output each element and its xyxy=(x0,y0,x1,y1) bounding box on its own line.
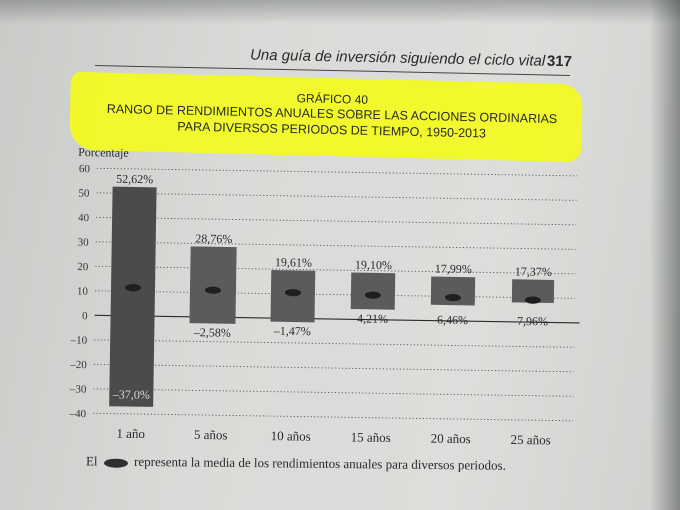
min-value-label: –2,58% xyxy=(193,325,231,340)
y-axis-label: Porcentaje xyxy=(78,145,129,160)
x-tick-label: 5 años xyxy=(194,427,228,443)
gridline xyxy=(94,339,575,348)
gridline xyxy=(93,412,573,422)
y-tick-label: 10 xyxy=(77,286,89,298)
min-value-label: 4,21% xyxy=(357,311,388,325)
min-value-label: –37,0% xyxy=(112,387,150,402)
mean-marker xyxy=(524,296,541,304)
mean-marker xyxy=(204,286,221,294)
y-tick-label: 20 xyxy=(77,261,89,273)
max-value-label: 19,61% xyxy=(275,255,312,270)
max-value-label: 17,37% xyxy=(515,264,552,279)
max-value-label: 28,76% xyxy=(195,231,232,246)
min-value-label: 6,46% xyxy=(437,313,468,327)
gridline xyxy=(96,216,577,226)
x-tick-label: 25 años xyxy=(511,432,551,448)
page-shadow-top xyxy=(0,0,680,24)
gridline xyxy=(96,192,577,201)
gridline xyxy=(95,265,576,275)
caption-prefix: El xyxy=(85,453,98,469)
y-tick-label: 0 xyxy=(82,310,88,322)
max-value-label: 52,62% xyxy=(116,172,153,187)
y-tick-label: 50 xyxy=(78,188,90,200)
y-tick-label: –40 xyxy=(68,408,86,420)
min-value-label: 7,96% xyxy=(517,314,548,328)
range-bar xyxy=(109,186,157,407)
mean-marker xyxy=(364,291,381,299)
gridline xyxy=(95,241,576,250)
gridline xyxy=(93,388,574,397)
gridline xyxy=(96,167,577,177)
page-shadow-right xyxy=(650,0,680,510)
y-tick-label: 60 xyxy=(79,163,91,175)
mean-marker xyxy=(444,294,461,302)
range-bar xyxy=(511,279,555,304)
y-tick-label: 40 xyxy=(78,212,90,224)
x-tick-label: 10 años xyxy=(271,428,311,444)
x-tick-label: 20 años xyxy=(431,431,471,447)
y-tick-label: 30 xyxy=(78,237,90,249)
x-tick-label: 15 años xyxy=(351,429,391,445)
y-tick-label: –10 xyxy=(70,334,88,346)
y-tick-label: –20 xyxy=(69,359,87,371)
gridline xyxy=(94,290,575,299)
mean-marker-icon xyxy=(103,458,128,468)
gridline xyxy=(93,363,574,373)
min-value-label: –1,47% xyxy=(273,324,311,339)
y-tick-label: –30 xyxy=(69,383,87,395)
range-bar xyxy=(350,272,396,310)
max-value-label: 19,10% xyxy=(355,258,392,273)
mean-marker xyxy=(125,284,142,292)
max-value-label: 17,99% xyxy=(435,262,472,277)
caption-suffix: representa la media de los rendimientos … xyxy=(134,453,506,473)
range-bar xyxy=(430,276,476,306)
range-bar xyxy=(189,246,237,324)
x-tick-label: 1 año xyxy=(116,426,145,441)
mean-marker xyxy=(284,289,301,297)
zero-line xyxy=(94,314,580,324)
